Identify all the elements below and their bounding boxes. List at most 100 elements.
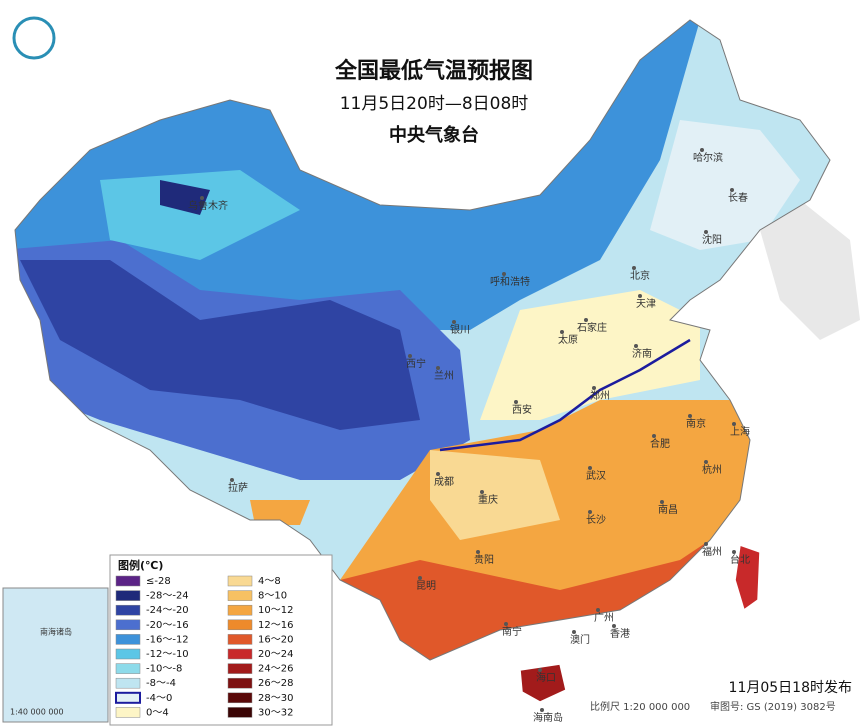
city-label: 济南	[632, 347, 652, 360]
scale: 比例尺 1:20 000 000	[590, 700, 690, 713]
inset-scale: 1:40 000 000	[10, 708, 64, 717]
city-label: 杭州	[702, 463, 722, 476]
border	[14, 19, 831, 661]
zone	[480, 290, 700, 420]
legend-label: -8～-4	[146, 678, 176, 689]
city-label: 天津	[636, 298, 656, 310]
city-dot	[408, 354, 412, 358]
taiwan	[734, 543, 761, 612]
city-dot	[418, 576, 422, 580]
city-label: 武汉	[586, 469, 606, 482]
city-label: 郑州	[590, 389, 610, 402]
city-dot	[652, 434, 656, 438]
zone	[650, 120, 800, 250]
city-dot	[634, 344, 638, 348]
legend-label: -10～-8	[146, 664, 182, 675]
logo	[12, 16, 56, 60]
zone	[250, 500, 310, 525]
city-dot	[436, 472, 440, 476]
city-dot	[700, 148, 704, 152]
city-label: 贵阳	[474, 553, 494, 566]
legend-title: 图例(℃)	[118, 558, 163, 572]
city-dot	[688, 414, 692, 418]
zone	[20, 260, 420, 430]
zone	[430, 450, 560, 540]
hainan	[519, 663, 567, 703]
city-label: 长沙	[586, 514, 606, 526]
legend-swatch	[115, 619, 141, 631]
city-label: 昆明	[416, 580, 436, 592]
legend-swatch	[115, 648, 141, 660]
legend-label: 8～10	[258, 591, 287, 602]
city-label: 香港	[610, 628, 630, 640]
city-dot	[638, 294, 642, 298]
city-dot	[588, 510, 592, 514]
city-dot	[560, 330, 564, 334]
city-dot	[732, 550, 736, 554]
city-label: 拉萨	[228, 481, 248, 494]
city-dot	[502, 272, 506, 276]
city-label: 台北	[730, 553, 750, 566]
zero-isotherm	[439, 338, 691, 452]
city-label: 海口	[536, 671, 556, 684]
city-dot	[704, 542, 708, 546]
legend-swatch	[227, 604, 253, 616]
legend-swatch	[115, 691, 141, 704]
city-dot	[632, 266, 636, 270]
city-label: 南宁	[502, 625, 522, 638]
legend-label: ≤-28	[146, 576, 171, 587]
legend-label: -28～-24	[146, 591, 189, 602]
city-dot	[588, 466, 592, 470]
legend-label: 26～28	[258, 678, 293, 689]
city-label: 银川	[450, 323, 470, 336]
city-dot	[452, 320, 456, 324]
city-dot	[584, 318, 588, 322]
city-dot	[436, 366, 440, 370]
legend-label: 28～30	[258, 693, 293, 704]
city-label: 西宁	[406, 357, 426, 370]
city-label: 哈尔滨	[693, 151, 723, 164]
legend-swatch	[115, 590, 141, 601]
city-label: 西安	[512, 403, 532, 416]
city-label: 北京	[630, 269, 650, 282]
city-label: 重庆	[478, 493, 498, 506]
city-dot	[538, 668, 542, 672]
inset-map	[2, 587, 109, 723]
legend-box	[109, 554, 333, 726]
city-label: 上海	[730, 425, 750, 438]
legend-label: -4～0	[146, 693, 172, 704]
zone	[340, 520, 740, 660]
city-label: 呼和浩特	[490, 276, 530, 288]
legend-swatch	[227, 590, 253, 601]
legend-swatch	[227, 692, 253, 704]
city-dot	[504, 622, 508, 626]
legend-swatch	[227, 634, 253, 645]
legend-swatch	[227, 619, 253, 631]
city-label: 南京	[686, 417, 706, 430]
legend-swatch	[227, 677, 253, 689]
legend-label: -20～-16	[146, 620, 189, 631]
city-label: 广州	[594, 612, 614, 624]
city-dot	[476, 550, 480, 554]
city-label: 沈阳	[702, 233, 722, 246]
legend-swatch	[115, 707, 141, 718]
legend-label: 10～12	[258, 605, 293, 616]
city-label: 兰州	[434, 369, 454, 382]
legend-swatch	[227, 707, 253, 718]
legend-label: 0～4	[146, 707, 169, 718]
legend-swatch	[115, 663, 141, 674]
city-dot	[540, 708, 544, 712]
korea	[760, 200, 860, 340]
city-dot	[200, 196, 204, 200]
city-dot	[660, 500, 664, 504]
city-label: 合肥	[650, 437, 670, 450]
inset-label: 南海诸岛	[40, 627, 72, 637]
title: 全国最低气温预报图	[334, 58, 533, 84]
legend-label: -12～-10	[146, 649, 189, 660]
legend-swatch	[115, 634, 141, 645]
city-dot	[730, 188, 734, 192]
city-label: 乌鲁木齐	[188, 199, 228, 212]
city-dot	[596, 608, 600, 612]
